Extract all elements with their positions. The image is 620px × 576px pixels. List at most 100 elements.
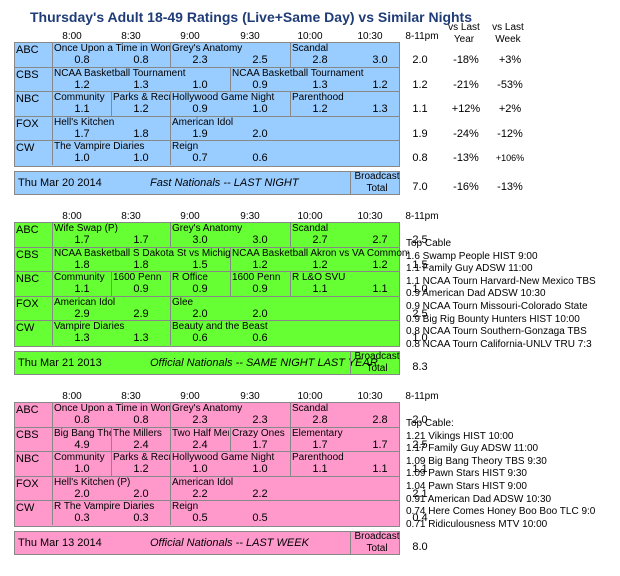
time-header: 9:00 [180,211,200,222]
show-name: NCAA Basketball Tournament [54,67,186,79]
network-label: FOX [16,117,39,130]
rating-value: 2.0 [252,307,268,320]
col-divider [230,66,231,91]
network-label: NBC [16,273,40,285]
rating-value: 2.8 [312,414,328,426]
show-name: R L&O SVU [292,272,346,283]
time-header: 8:00 [62,391,82,402]
show-name: Hollywood Game Night [172,92,275,103]
rating-value: 0.9 [252,283,268,295]
rating-value: 0.7 [192,152,208,164]
rating-value: 3.0 [252,234,268,246]
row-total: 2.5 [412,438,428,451]
row-total: 1.2 [412,78,428,91]
show-name: Beauty and the Beast [172,321,268,332]
top-cable-list: Top Cable: 1.21 Vikings HIST 10:00 1.17 Fa… [406,418,618,531]
col-divider [170,42,171,67]
vs-last-week-value: -53% [497,78,523,91]
time-header: 10:00 [297,31,323,42]
rating-value: 0.3 [133,512,149,524]
rating-value: 1.1 [312,283,328,295]
show-name: NCAA Basketball Akron vs VA Commonw [232,247,409,259]
show-name: Once Upon a Time in Wonde [54,403,171,414]
rating-value: 2.7 [312,234,328,246]
show-name: Scandal [292,43,329,54]
network-label: ABC [16,44,39,56]
footer-date: Thu Mar 13 2014 [18,536,102,549]
broadcast-total-label: Broadcast Total [354,170,400,194]
show-name: Community [54,452,105,463]
row-total: 1.5 [412,258,428,271]
vs-last-year-value: -18% [453,54,479,66]
col-divider [230,426,231,451]
rating-value: 1.1 [372,283,388,295]
time-header: 10:30 [357,31,383,42]
rating-value: 1.2 [372,258,388,271]
vs-last-week-value: -12% [497,127,523,140]
ratings-grid-panel [14,42,400,167]
col-divider [111,426,112,451]
rating-value: 2.9 [133,307,149,320]
show-name: Hell's Kitchen [54,116,115,128]
rating-value: 2.0 [252,127,268,140]
rating-value: 0.9 [192,103,208,115]
col-divider [170,222,171,247]
time-header: 8:30 [121,391,141,402]
show-name: Reign [172,141,199,152]
footer-vs-last-year: -16% [453,180,479,193]
rating-value: 1.3 [133,78,149,91]
network-label: CBS [16,248,39,261]
show-name: Parks & Recre [113,452,170,463]
row-divider [14,140,400,141]
col-divider [230,271,231,296]
row-divider [14,295,400,297]
show-name: NCAA Basketball S Dakota St vs Michigan [54,247,231,259]
rating-value: 0.6 [192,332,208,344]
rating-value: 1.0 [133,152,149,164]
rating-value: 1.0 [192,463,208,475]
list-item: 1.17 Family Guy ADSW 11:00 [406,443,539,455]
rating-value: 1.3 [312,78,328,91]
list-item: 0.9 American Dad ADSW 10:30 [406,288,546,300]
top-cable-heading: Top Cable [406,238,452,249]
show-name: Parenthood [292,92,344,103]
vs-last-week-value: +2% [498,103,522,115]
time-header: 8:30 [121,211,141,222]
row-total: 1.0 [412,332,428,344]
list-item: 1.04 Pawn Stars HIST 9:00 [406,480,527,492]
list-item: 1.09 Big Bang Theory TBS 9:30 [406,455,547,467]
col-divider [52,42,53,165]
col-divider [52,402,53,525]
footer-panel [14,170,400,195]
rating-value: 0.6 [252,152,268,164]
rating-value: 1.7 [133,234,149,246]
col-divider [290,42,291,67]
broadcast-total-value: 8.0 [412,540,428,553]
show-name: The Millers [113,427,162,439]
col-divider [230,246,231,271]
show-name: Once Upon a Time in Wonde [54,43,171,54]
row-divider [14,91,400,92]
rating-value: 2.9 [74,307,90,320]
time-header: 9:00 [180,391,200,402]
network-label: CBS [16,428,39,441]
time-header: 9:00 [180,31,200,42]
row-total: 0.8 [412,152,428,164]
vs-last-year-header: vs Last Year [448,22,480,45]
row-divider [14,500,400,501]
show-name: 1600 Penn [113,272,162,283]
rating-value: 1.7 [372,438,388,451]
vs-last-week-value: +106% [495,153,525,163]
footer-date: Thu Mar 20 2014 [18,176,102,189]
col-divider [170,426,171,451]
network-label: CBS [16,68,39,81]
col-divider [170,500,171,525]
rating-value: 1.2 [312,258,328,271]
col-divider [170,295,171,320]
page-title: Thursday's Adult 18-49 Ratings (Live+Sam… [30,9,473,25]
show-name: R Office [172,272,208,283]
rating-value: 2.4 [192,438,208,451]
rating-value: 1.0 [74,463,90,475]
row-total: 2.0 [412,54,428,66]
rating-value: 2.5 [252,54,268,66]
